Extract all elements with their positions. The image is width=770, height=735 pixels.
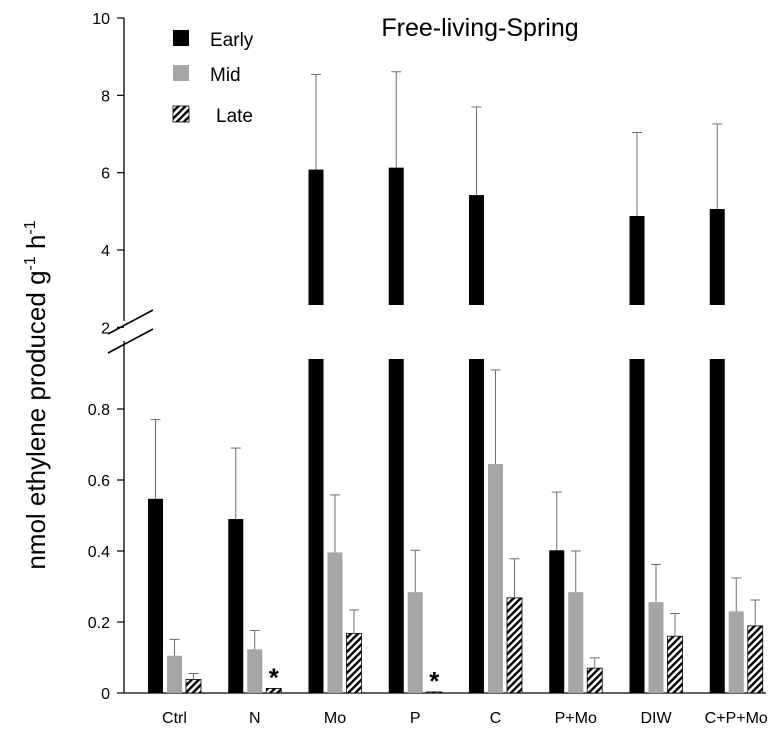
bar-mid <box>648 602 664 693</box>
bar-mid <box>407 592 423 693</box>
bar-mid <box>488 464 503 693</box>
x-tick-label: C <box>490 710 502 727</box>
category-labels: Ctrl N Mo P C P+Mo DIW C+P+Mo <box>162 710 768 727</box>
legend: Early Mid Late <box>172 30 254 127</box>
x-tick-label: C+P+Mo <box>705 710 768 727</box>
bar-break-gap <box>708 305 726 359</box>
y-tick-label: 4 <box>101 243 110 260</box>
legend-swatch-mid <box>173 65 189 81</box>
y-tick-label: 2 <box>101 320 110 337</box>
y-tick-label: 6 <box>101 166 110 183</box>
y-tick-label: 0.2 <box>88 615 110 632</box>
bar-break-gap <box>307 305 325 359</box>
bar-late <box>586 667 603 694</box>
significance-star: * <box>269 662 280 692</box>
y-tick-label: 0.6 <box>88 473 110 490</box>
bar-late <box>346 632 362 694</box>
x-tick-label: DIW <box>640 710 672 727</box>
bar-early <box>549 550 565 693</box>
bar-late <box>265 687 282 694</box>
legend-swatch-late <box>172 105 190 123</box>
legend-label-early: Early <box>210 30 254 51</box>
bar-late <box>185 679 202 694</box>
y-axis-label-mid: h <box>21 235 51 257</box>
significance-star: * <box>429 666 440 696</box>
y-tick-label: 0 <box>101 686 110 703</box>
y-tick-label: 10 <box>92 11 110 28</box>
y-axis-label: nmol ethylene produced g-1 h-1 <box>21 220 51 569</box>
y-axis-label-main: nmol ethylene produced g <box>21 270 51 569</box>
bar-mid <box>167 655 182 693</box>
bar-early <box>629 215 645 693</box>
bar-late <box>747 625 764 694</box>
bar-early <box>388 167 404 693</box>
bars <box>148 167 764 694</box>
bar-early <box>308 169 324 693</box>
legend-label-late: Late <box>216 106 253 127</box>
y-axis-label-sup2: -1 <box>22 220 39 234</box>
error-bars <box>150 71 761 680</box>
y-tick-label: 8 <box>101 88 110 105</box>
bar-break-gap <box>387 305 405 359</box>
bar-early <box>228 519 244 693</box>
y-tick-label: 0.4 <box>88 544 110 561</box>
axis-break-mark <box>107 328 154 354</box>
bar-break-gap <box>628 305 646 359</box>
x-tick-label: N <box>249 710 261 727</box>
bar-early <box>469 195 484 694</box>
x-tick-label: P <box>410 710 421 727</box>
bar-late <box>506 597 523 694</box>
bar-early <box>148 498 163 693</box>
significance-markers: * * <box>269 662 441 696</box>
y-axis-label-sup1: -1 <box>22 256 39 270</box>
y-tick-label: 0.8 <box>88 402 110 419</box>
bar-break-gap <box>468 305 485 359</box>
bar-mid <box>247 649 263 693</box>
bar-early <box>709 209 725 693</box>
legend-label-mid: Mid <box>210 65 241 86</box>
axes: 2 4 6 8 10 0 0.2 0.4 0.6 0.8 <box>88 11 766 703</box>
chart-title: Free-living-Spring <box>381 14 578 42</box>
bar-late <box>667 635 683 694</box>
bar-mid <box>568 592 584 693</box>
bar-mid <box>728 611 744 693</box>
axis-break-mark <box>107 309 154 335</box>
bar-late <box>426 691 443 694</box>
x-tick-label: Mo <box>324 710 346 727</box>
legend-swatch-early <box>173 30 189 46</box>
x-tick-label: P+Mo <box>555 710 597 727</box>
bar-mid <box>327 552 343 693</box>
x-tick-label: Ctrl <box>162 710 187 727</box>
